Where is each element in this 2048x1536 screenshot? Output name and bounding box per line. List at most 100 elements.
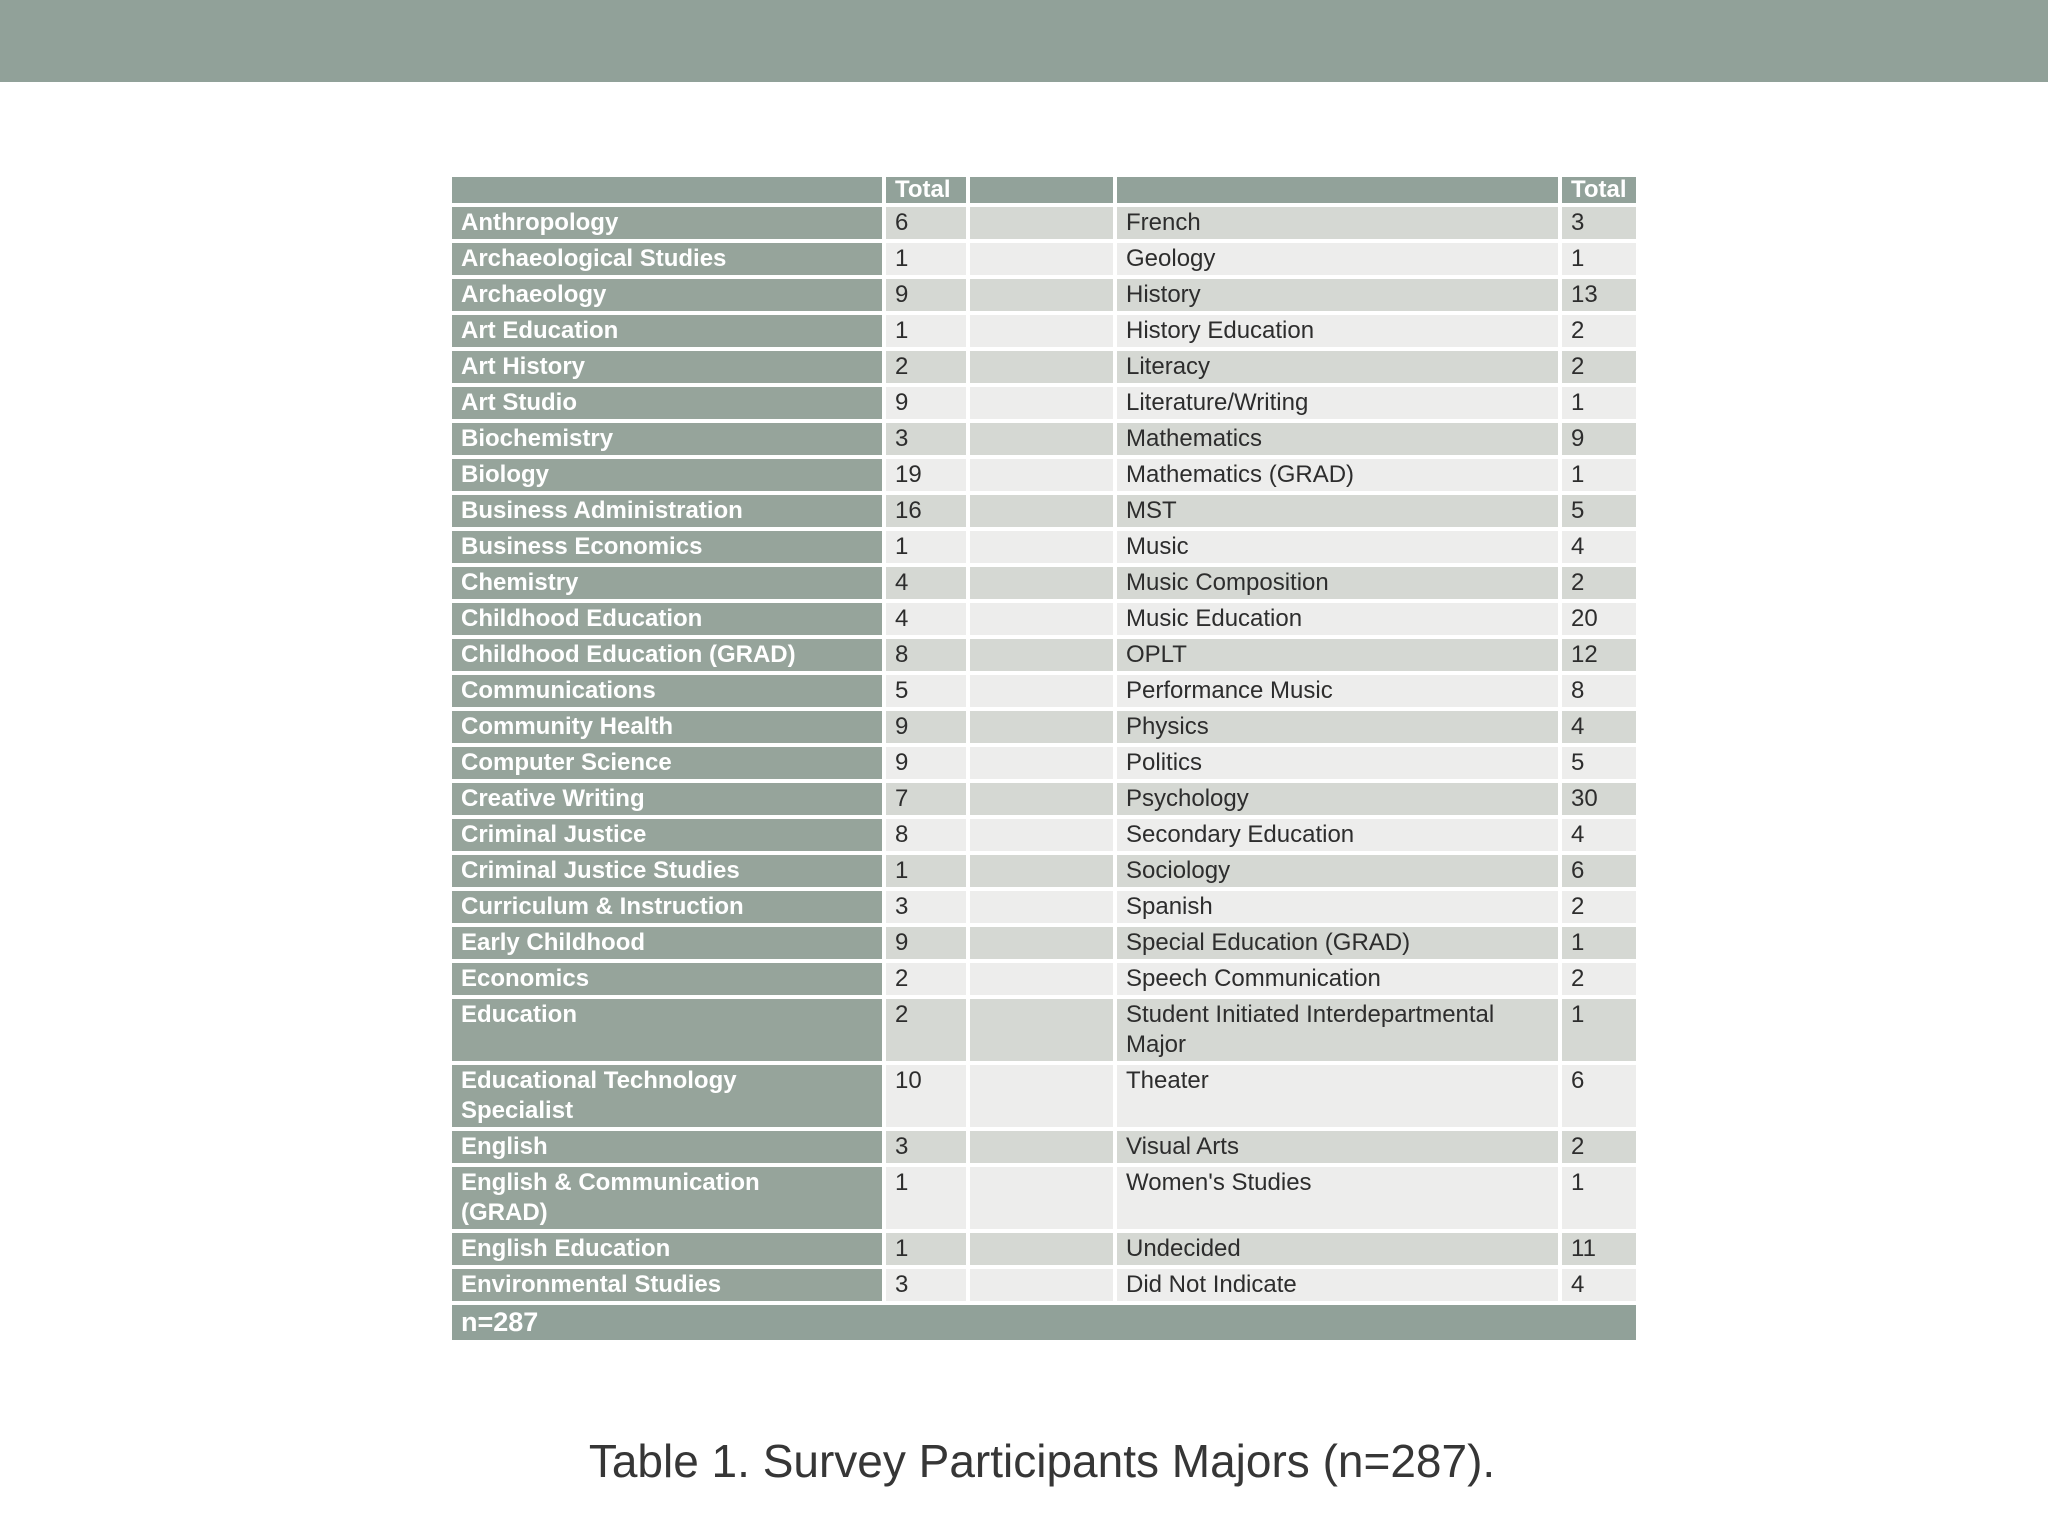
right-total-cell: 4 [1558, 1265, 1640, 1305]
left-major-cell: Art Studio [448, 383, 886, 423]
spacer-cell [966, 419, 1117, 459]
left-major-cell: Criminal Justice Studies [448, 851, 886, 891]
left-total-cell: 1 [882, 1163, 970, 1233]
right-total-cell: 8 [1558, 671, 1640, 711]
spacer-cell [966, 599, 1117, 639]
right-total-cell: 2 [1558, 1127, 1640, 1167]
spacer-cell [966, 527, 1117, 567]
table-body: Anthropology 6 French 3 Archaeological Studi… [448, 203, 1640, 1305]
right-major-cell: Politics [1113, 743, 1562, 783]
spacer-cell [966, 815, 1117, 855]
right-major-cell: Psychology [1113, 779, 1562, 819]
table-row: Art History 2 Literacy 2 [448, 347, 1640, 387]
spacer-cell [966, 1163, 1117, 1233]
table-row: Childhood Education 4 Music Education 20 [448, 599, 1640, 639]
spacer-cell [966, 1127, 1117, 1167]
table-row: Criminal Justice Studies 1 Sociology 6 [448, 851, 1640, 891]
left-major-cell: Chemistry [448, 563, 886, 603]
left-major-cell: English & Communication (GRAD) [448, 1163, 886, 1233]
left-total-cell: 16 [882, 491, 970, 531]
left-major-cell: Business Administration [448, 491, 886, 531]
table-row: Anthropology 6 French 3 [448, 203, 1640, 243]
table-row: English & Communication (GRAD) 1 Women's S… [448, 1163, 1640, 1233]
top-banner [0, 0, 2048, 82]
spacer-cell [966, 851, 1117, 891]
right-major-cell: Literature/Writing [1113, 383, 1562, 423]
spacer-cell [966, 491, 1117, 531]
spacer-cell [966, 563, 1117, 603]
left-major-cell: Anthropology [448, 203, 886, 243]
left-major-cell: Creative Writing [448, 779, 886, 819]
right-major-cell: Geology [1113, 239, 1562, 279]
right-major-cell: OPLT [1113, 635, 1562, 675]
spacer-cell [966, 1229, 1117, 1269]
table-row: Archaeology 9 History 13 [448, 275, 1640, 315]
right-major-cell: French [1113, 203, 1562, 243]
majors-table-container: Total Total Anthropology 6 French 3 Archaeol… [448, 173, 1640, 1344]
table-row: Chemistry 4 Music Composition 2 [448, 563, 1640, 603]
right-total-cell: 1 [1558, 455, 1640, 495]
table-row: Community Health 9 Physics 4 [448, 707, 1640, 747]
right-major-cell: Performance Music [1113, 671, 1562, 711]
table-row: Early Childhood 9 Special Education (GRAD)… [448, 923, 1640, 963]
spacer-cell [966, 959, 1117, 999]
spacer-cell [966, 311, 1117, 351]
right-major-cell: Spanish [1113, 887, 1562, 927]
right-total-cell: 2 [1558, 887, 1640, 927]
left-total-cell: 8 [882, 635, 970, 675]
right-major-cell: Did Not Indicate [1113, 1265, 1562, 1305]
left-major-cell: Art History [448, 347, 886, 387]
right-major-cell: Undecided [1113, 1229, 1562, 1269]
left-major-cell: Business Economics [448, 527, 886, 567]
left-total-cell: 2 [882, 995, 970, 1065]
right-total-cell: 1 [1558, 995, 1640, 1065]
right-major-cell: Theater [1113, 1061, 1562, 1131]
majors-table: Total Total Anthropology 6 French 3 Archaeol… [448, 173, 1640, 1344]
right-major-cell: Secondary Education [1113, 815, 1562, 855]
table-row: Curriculum & Instruction 3 Spanish 2 [448, 887, 1640, 927]
spacer-cell [966, 707, 1117, 747]
left-total-cell: 4 [882, 563, 970, 603]
left-major-cell: Computer Science [448, 743, 886, 783]
left-total-cell: 2 [882, 959, 970, 999]
left-total-cell: 4 [882, 599, 970, 639]
left-total-cell: 3 [882, 419, 970, 459]
spacer-cell [966, 779, 1117, 819]
spacer-cell [966, 239, 1117, 279]
header-right-total: Total [1558, 173, 1640, 207]
left-total-cell: 3 [882, 1127, 970, 1167]
right-total-cell: 3 [1558, 203, 1640, 243]
left-total-cell: 9 [882, 923, 970, 963]
left-major-cell: Environmental Studies [448, 1265, 886, 1305]
table-row: Business Administration 16 MST 5 [448, 491, 1640, 531]
header-left-major-blank [448, 173, 886, 207]
left-total-cell: 2 [882, 347, 970, 387]
right-total-cell: 4 [1558, 815, 1640, 855]
right-major-cell: Music Composition [1113, 563, 1562, 603]
right-total-cell: 6 [1558, 851, 1640, 891]
right-total-cell: 4 [1558, 527, 1640, 567]
right-total-cell: 1 [1558, 1163, 1640, 1233]
right-major-cell: Literacy [1113, 347, 1562, 387]
table-row: Communications 5 Performance Music 8 [448, 671, 1640, 711]
right-major-cell: MST [1113, 491, 1562, 531]
right-total-cell: 9 [1558, 419, 1640, 459]
table-row: Art Studio 9 Literature/Writing 1 [448, 383, 1640, 423]
left-total-cell: 7 [882, 779, 970, 819]
table-row: Education 2 Student Initiated Interdepartm… [448, 995, 1640, 1065]
table-row: Art Education 1 History Education 2 [448, 311, 1640, 351]
spacer-cell [966, 923, 1117, 963]
spacer-cell [966, 1061, 1117, 1131]
right-total-cell: 1 [1558, 383, 1640, 423]
right-total-cell: 5 [1558, 491, 1640, 531]
right-total-cell: 2 [1558, 311, 1640, 351]
right-total-cell: 13 [1558, 275, 1640, 315]
table-row: English 3 Visual Arts 2 [448, 1127, 1640, 1167]
left-major-cell: Childhood Education [448, 599, 886, 639]
left-major-cell: Educational Technology Specialist [448, 1061, 886, 1131]
left-major-cell: Education [448, 995, 886, 1065]
spacer-cell [966, 347, 1117, 387]
spacer-cell [966, 995, 1117, 1065]
left-total-cell: 3 [882, 1265, 970, 1305]
left-major-cell: Biochemistry [448, 419, 886, 459]
